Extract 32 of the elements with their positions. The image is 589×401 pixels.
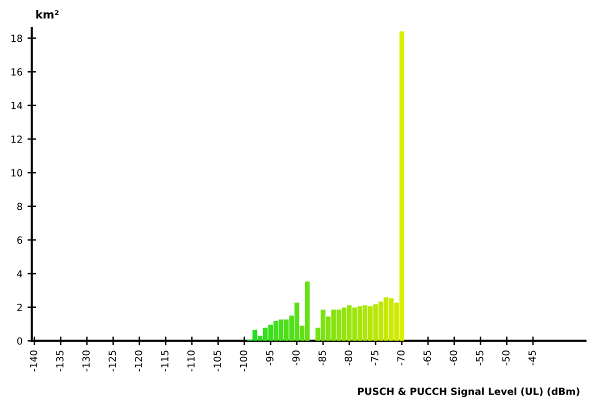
x-tick-label: -135	[56, 350, 64, 372]
y-tick-label: 8	[17, 202, 22, 210]
x-tick-label: -60	[450, 350, 458, 366]
x-tick-label: -50	[502, 350, 510, 366]
y-tick-label: 14	[11, 102, 22, 110]
x-tick-label: -110	[187, 350, 195, 372]
x-tick-label: -80	[344, 350, 352, 366]
y-tick-label: 0	[17, 337, 22, 345]
x-tick-label: -100	[240, 350, 248, 372]
y-tick-label: 4	[17, 270, 22, 278]
x-tick-label: -115	[161, 350, 168, 372]
x-tick-label: -140	[30, 350, 38, 372]
x-tick-label: -85	[318, 350, 326, 366]
x-axis-title: PUSCH & PUCCH Signal Level (UL) (dBm)	[358, 388, 580, 397]
x-tick-label: -130	[82, 350, 90, 372]
y-tick-label: 16	[11, 68, 22, 76]
x-tick-label: -90	[292, 350, 300, 366]
x-tick-label: -55	[476, 350, 484, 366]
x-tick-label: -65	[423, 350, 431, 366]
x-tick-label: -105	[214, 350, 221, 372]
x-tick-label: -120	[134, 350, 142, 372]
y-axis-title: km²	[36, 10, 59, 18]
y-tick-label: 2	[17, 304, 22, 311]
x-tick-label: -125	[108, 350, 116, 372]
x-tick-label: -70	[397, 350, 405, 366]
y-tick-label: 12	[11, 136, 22, 143]
y-tick-label: 6	[17, 236, 22, 244]
y-tick-label: 18	[11, 34, 22, 42]
x-tick-label: -95	[266, 350, 274, 366]
x-tick-label: -45	[528, 350, 536, 366]
y-tick-label: 10	[11, 169, 22, 177]
x-tick-label: -75	[371, 350, 378, 366]
